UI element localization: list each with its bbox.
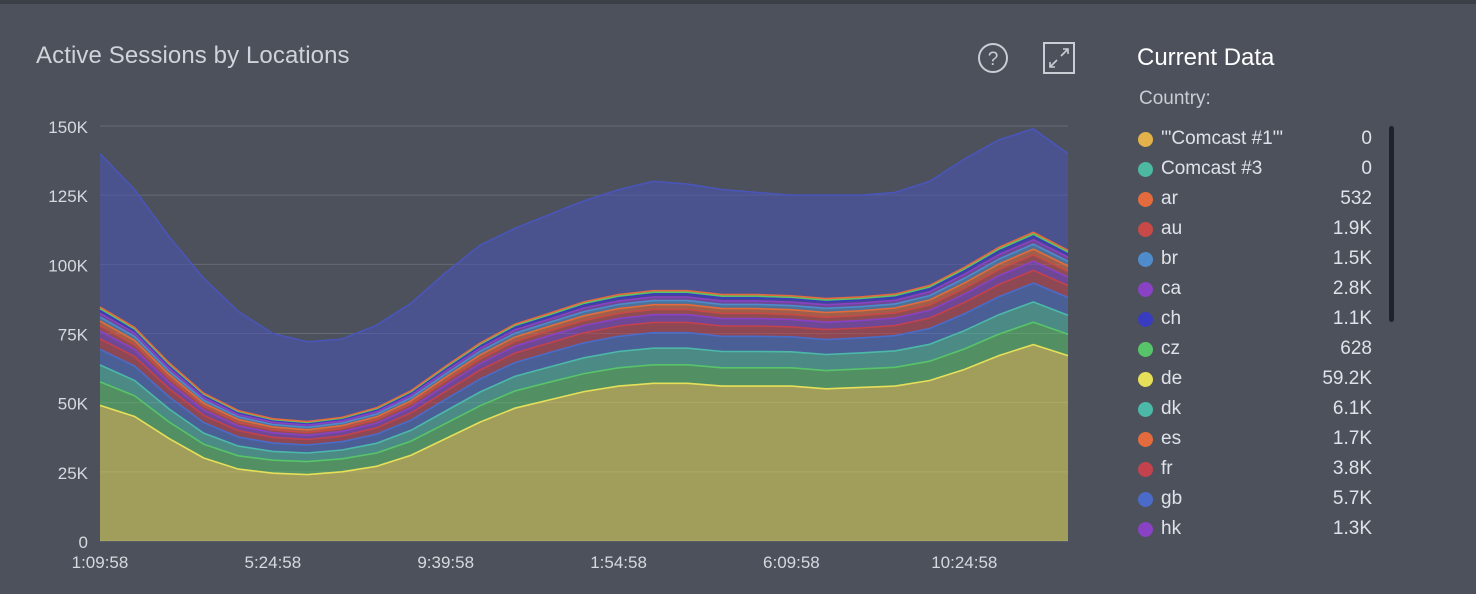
legend-country-value: 2.8K (1332, 278, 1372, 299)
legend-color-dot (1138, 521, 1153, 537)
series-line-ch (99, 235, 1069, 425)
y-tick-label: 0 (79, 533, 88, 552)
legend-scrollbar[interactable] (1389, 126, 1394, 322)
legend-country-name: fr (1161, 458, 1173, 479)
legend-country-name: ar (1161, 188, 1178, 209)
legend-country-value: 1.3K (1332, 518, 1372, 539)
legend-item[interactable]: Comcast #3 0 (1130, 154, 1380, 184)
legend-country-name: '"Comcast #1"' (1161, 128, 1284, 149)
legend-country-name: gb (1161, 488, 1183, 509)
legend-country-value: 0 (1361, 128, 1372, 149)
legend-country-name: br (1161, 248, 1178, 269)
legend-color-dot (1138, 431, 1153, 447)
legend-country-name: cz (1161, 338, 1180, 359)
series-line-fr (99, 269, 1069, 441)
y-tick-label: 25K (58, 464, 89, 483)
y-tick-label: 75K (58, 326, 89, 345)
legend-color-dot (1138, 341, 1153, 357)
series-line-br (99, 243, 1069, 429)
legend-color-dot (1138, 131, 1153, 147)
legend-item[interactable]: dk 6.1K (1130, 394, 1380, 424)
series-area-other[interactable] (100, 128, 1068, 422)
legend-item[interactable]: cz 628 (1130, 334, 1380, 364)
legend-color-dot (1138, 461, 1153, 477)
legend-item[interactable]: ar 532 (1130, 184, 1380, 214)
series-area-de[interactable] (100, 344, 1068, 541)
legend-color-dot (1138, 281, 1153, 297)
legend-color-dot (1138, 371, 1153, 387)
series-line-cz (99, 321, 1069, 463)
series-line-other (99, 127, 1069, 343)
legend-color-dot (1138, 251, 1153, 267)
legend-item[interactable]: gb 5.7K (1130, 484, 1380, 514)
legend-country-value: 628 (1340, 338, 1372, 359)
legend-country-name: ca (1161, 278, 1182, 299)
question-circle-icon: ? (978, 43, 1008, 73)
series-line-ar (99, 231, 1069, 423)
legend-country-name: ch (1161, 308, 1182, 329)
series-line-au (99, 254, 1069, 434)
legend-country-name: Comcast #3 (1161, 158, 1263, 179)
series-line-es (99, 248, 1069, 431)
legend-item[interactable]: fr 3.8K (1130, 454, 1380, 484)
legend-item[interactable]: ca 2.8K (1130, 274, 1380, 304)
country-label: Country: (1139, 88, 1211, 109)
legend-country-value: 5.7K (1332, 488, 1372, 509)
series-line-gb (99, 282, 1069, 446)
help-button[interactable]: ? (977, 42, 1009, 74)
current-data-legend: '"Comcast #1"' 0 Comcast #3 0 ar 532 au 1.9K br 1… (1130, 124, 1380, 544)
y-tick-label: 50K (58, 395, 89, 414)
legend-country-name: au (1161, 218, 1183, 239)
series-line-cz (99, 233, 1069, 424)
area-chart[interactable]: 0 25K 50K 75K 100K 125K 150K 1:09:58 5:24:58 9:3… (0, 0, 1100, 594)
x-tick-label: 5:24:58 (244, 553, 301, 572)
legend-color-dot (1138, 161, 1153, 177)
y-tick-label: 150K (48, 118, 88, 137)
y-tick-label: 100K (48, 256, 88, 275)
legend-item[interactable]: br 1.5K (1130, 244, 1380, 274)
legend-country-value: 532 (1340, 188, 1372, 209)
x-tick-label: 9:39:58 (417, 553, 474, 572)
legend-item[interactable]: de 59.2K (1130, 364, 1380, 394)
legend-country-value: 1.7K (1332, 428, 1372, 449)
legend-color-dot (1138, 221, 1153, 237)
series-line-hk (99, 238, 1069, 426)
legend-country-value: 3.8K (1332, 458, 1372, 479)
legend-country-name: de (1161, 368, 1183, 389)
legend-color-dot (1138, 491, 1153, 507)
legend-color-dot (1138, 191, 1153, 207)
legend-country-value: 6.1K (1332, 398, 1372, 419)
legend-country-name: es (1161, 428, 1182, 449)
legend-item[interactable]: es 1.7K (1130, 424, 1380, 454)
legend-item[interactable]: hk 1.3K (1130, 514, 1380, 544)
legend-country-name: dk (1161, 398, 1182, 419)
legend-color-dot (1138, 311, 1153, 327)
y-tick-label: 125K (48, 187, 88, 206)
svg-text:?: ? (988, 49, 999, 70)
series-line-dk (99, 301, 1069, 454)
x-tick-label: 1:54:58 (590, 553, 647, 572)
legend-country-value: 1.9K (1332, 218, 1372, 239)
legend-item[interactable]: '"Comcast #1"' 0 (1130, 124, 1380, 154)
legend-color-dot (1138, 401, 1153, 417)
series-line-de (99, 343, 1069, 476)
expand-button[interactable] (1043, 42, 1075, 74)
legend-item[interactable]: au 1.9K (1130, 214, 1380, 244)
series-line-ca (99, 260, 1069, 437)
panel-title: Active Sessions by Locations (36, 42, 350, 69)
x-tick-label: 6:09:58 (763, 553, 820, 572)
legend-country-value: 1.5K (1332, 248, 1372, 269)
legend-country-value: 0 (1361, 158, 1372, 179)
x-tick-label: 10:24:58 (931, 553, 997, 572)
legend-country-value: 59.2K (1322, 368, 1372, 389)
expand-arrows-icon (1043, 42, 1075, 74)
x-tick-label: 1:09:58 (72, 553, 129, 572)
legend-country-name: hk (1161, 518, 1182, 539)
top-border (0, 0, 1476, 4)
legend-item[interactable]: ch 1.1K (1130, 304, 1380, 334)
legend-country-value: 1.1K (1332, 308, 1372, 329)
current-data-title: Current Data (1137, 44, 1275, 71)
